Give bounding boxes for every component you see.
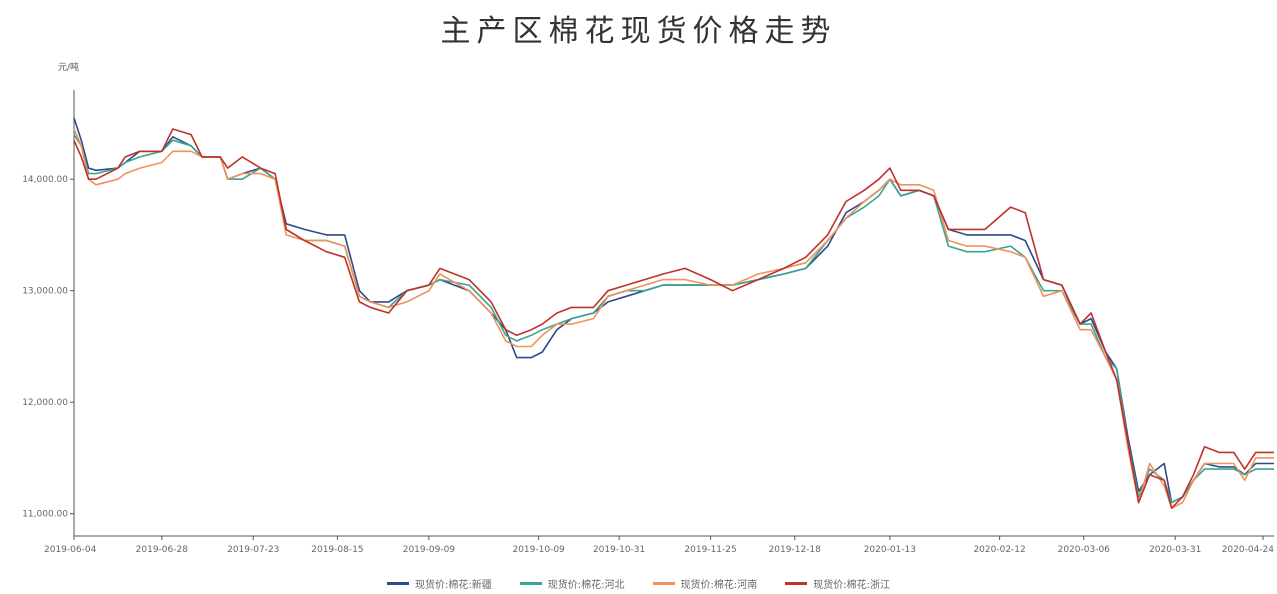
x-tick-label: 2019-10-09 [512,545,565,555]
legend-item-2[interactable]: 现货价:棉花:河北 [519,576,625,591]
legend-item-4[interactable]: 现货价:棉花:浙江 [785,576,890,591]
x-tick-label: 2020-04-24 [1222,545,1275,555]
series-line-2 [73,134,1274,504]
y-tick-label: 13,000.00 [22,287,68,297]
x-tick-label: 2019-08-15 [311,545,363,555]
y-tick-label: 12,000.00 [22,398,68,408]
x-tick-label: 2019-06-04 [44,545,97,555]
legend-label: 现货价:棉花:河南 [680,580,758,591]
legend-label: 现货价:棉花:新疆 [415,580,492,591]
legend-item-3[interactable]: 现货价:棉花:河南 [652,576,758,591]
x-tick-label: 2019-06-28 [136,545,189,555]
x-tick-label: 2019-12-18 [769,545,822,555]
x-tick-label: 2020-03-31 [1149,545,1201,555]
x-tick-label: 2019-07-23 [227,545,279,555]
chart-canvas: 11,000.00 12,000.00 13,000.00 14,000.00 201… [22,61,1275,555]
series-line-4 [73,128,1274,509]
x-tick-label: 2019-09-09 [403,545,456,555]
series-line-1 [73,117,1274,504]
legend-item-1[interactable]: 现货价:棉花:新疆 [387,576,492,591]
legend-swatch [785,582,808,585]
series-lines [73,117,1274,509]
x-tick-label: 2020-01-13 [864,545,916,555]
legend-swatch [387,582,409,585]
chart-title: 主产区棉花现货价格走势 [440,14,837,49]
legend-swatch [519,582,542,585]
legend-swatch [652,582,675,585]
x-tick-label: 2019-11-25 [684,545,736,555]
legend-label: 现货价:棉花:浙江 [813,580,890,591]
x-tick-label: 2020-02-12 [973,545,1025,555]
x-tick-label: 2019-10-31 [593,545,645,555]
x-tick-label: 2020-03-06 [1058,545,1111,555]
legend: 现货价:棉花:新疆 现货价:棉花:河北 现货价:棉花:河南 现货价:棉花:浙江 [0,576,1277,591]
y-axis: 11,000.00 12,000.00 13,000.00 14,000.00 [22,90,75,536]
y-tick-label: 14,000.00 [22,175,68,185]
y-axis-unit-label: 元/吨 [58,61,79,73]
x-axis: 2019-06-04 2019-06-28 2019-07-23 2019-08-15… [44,535,1275,555]
y-tick-label: 11,000.00 [22,510,68,520]
legend-label: 现货价:棉花:河北 [547,580,625,591]
